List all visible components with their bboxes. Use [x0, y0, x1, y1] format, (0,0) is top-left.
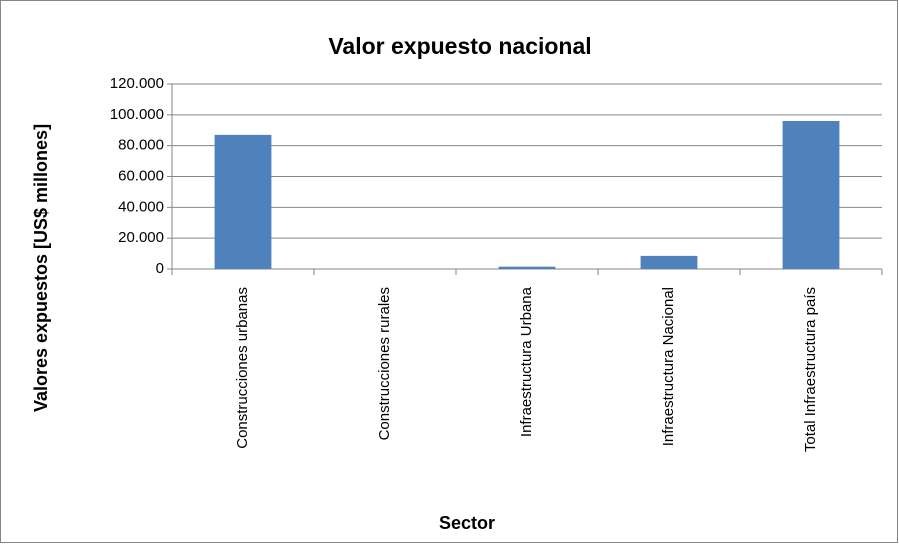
y-tick-label: 80.000 [118, 137, 164, 154]
bar [214, 134, 272, 269]
bar [640, 255, 698, 269]
y-tick-label: 20.000 [118, 229, 164, 246]
y-axis-title: Valores expuestos [US$ millones] [31, 124, 51, 412]
x-tick-label: Construcciones rurales [376, 287, 393, 440]
x-tick-label: Construcciones urbanas [234, 287, 251, 449]
y-tick-label: 100.000 [110, 106, 164, 123]
y-tick-label: 0 [156, 260, 164, 277]
x-axis-title: Sector [439, 513, 495, 533]
x-tick-label: Total Infraestructura país [802, 287, 819, 452]
bar [782, 121, 840, 269]
bar [498, 266, 556, 269]
y-tick-label: 120.000 [110, 75, 164, 92]
chart-title: Valor expuesto nacional [328, 33, 591, 59]
x-tick-label: Infraestructura Urbana [518, 286, 535, 437]
y-tick-label: 60.000 [118, 167, 164, 184]
x-tick-label: Infraestructura Nacional [660, 287, 677, 446]
y-tick-label: 40.000 [118, 198, 164, 215]
